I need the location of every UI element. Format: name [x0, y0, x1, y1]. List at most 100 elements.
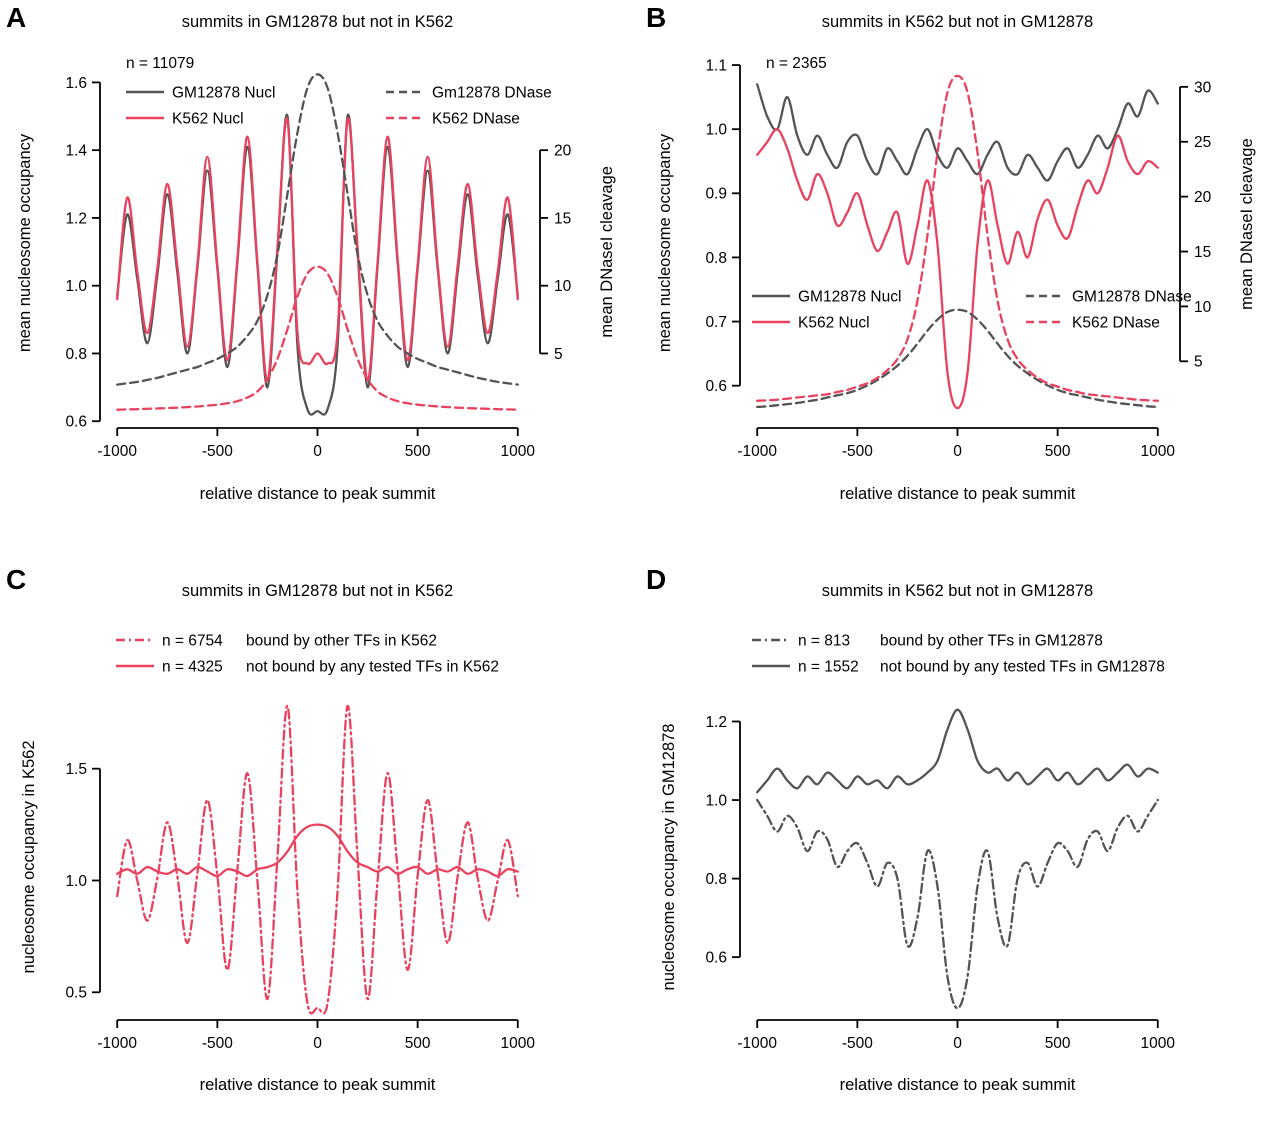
y2-tick-label: 20 — [1194, 189, 1212, 206]
y-tick-label: 0.9 — [705, 186, 727, 203]
y-tick-label: 0.7 — [705, 314, 727, 331]
panel-C: C summits in GM12878 but not in K562 -100… — [0, 562, 640, 1124]
x-tick-label: 500 — [405, 1035, 431, 1052]
series-bound-by-other-tfs-in-gm12878 — [756, 798, 1159, 1010]
y-tick-label: 0.6 — [65, 414, 87, 431]
x-tick-label: -1000 — [97, 443, 137, 460]
y-axis-title: mean nucleosome occupancy — [16, 133, 34, 352]
y-tick-label: 1.2 — [65, 210, 87, 227]
x-tick-label: -500 — [202, 443, 233, 460]
n-count-label: n = 2365 — [766, 55, 827, 72]
panel-title: summits in GM12878 but not in K562 — [182, 582, 453, 600]
y-tick-label: 1.1 — [705, 57, 727, 74]
panel-letter-D: D — [646, 564, 667, 595]
x-tick-label: -500 — [842, 1035, 873, 1052]
y2-tick-label: 25 — [1194, 134, 1211, 151]
series-k562-nucl — [116, 117, 519, 382]
x-tick-label: -500 — [842, 443, 873, 460]
panel-title: summits in GM12878 but not in K562 — [182, 13, 453, 31]
plot-B: summits in K562 but not in GM12878 -1000 -… — [656, 13, 1256, 503]
y2-tick-label: 20 — [554, 143, 572, 160]
y2-tick-label: 5 — [1194, 354, 1203, 371]
series-not-bound-by-any-tested-tfs-in-gm12878 — [756, 708, 1159, 794]
legend-n-label: n = 813 — [798, 633, 850, 650]
x-tick-label: -1000 — [737, 1035, 777, 1052]
panel-A: A summits in GM12878 but not in K562 -100… — [0, 0, 640, 562]
y2-axis-title: mean DNaseI cleavage — [598, 166, 616, 338]
y2-tick-label: 10 — [1194, 299, 1212, 316]
legend-label: not bound by any tested TFs in GM12878 — [880, 659, 1165, 676]
series-k562-dnase — [116, 265, 519, 411]
x-tick-label: 1000 — [1141, 1035, 1176, 1052]
x-axis-title: relative distance to peak summit — [840, 485, 1076, 503]
y-tick-label: 0.6 — [705, 378, 727, 395]
n-count-label: n = 11079 — [126, 55, 194, 72]
legend-label: Gm12878 DNase — [432, 85, 552, 102]
series-gm12878-nucl — [756, 83, 1159, 182]
x-axis-title: relative distance to peak summit — [840, 1076, 1076, 1094]
y-tick-label: 1.6 — [65, 75, 87, 92]
panel-D: D summits in K562 but not in GM12878 -100… — [640, 562, 1280, 1124]
y2-axis-title: mean DNaseI cleavage — [1238, 138, 1256, 310]
legend-n-label: n = 1552 — [798, 659, 859, 676]
x-tick-label: 1000 — [501, 1035, 536, 1052]
x-tick-label: 0 — [953, 1035, 962, 1052]
x-tick-label: -1000 — [737, 443, 777, 460]
y2-tick-label: 15 — [554, 210, 571, 227]
legend-label: K562 Nucl — [172, 111, 244, 128]
legend-label: bound by other TFs in GM12878 — [880, 633, 1103, 650]
y-tick-label: 1.4 — [65, 143, 87, 160]
legend-n-label: n = 6754 — [162, 633, 223, 650]
y-tick-label: 0.5 — [65, 985, 87, 1002]
y-axis-title: mean nucleosome occupancy — [656, 133, 674, 352]
y2-tick-label: 10 — [554, 278, 572, 295]
y-axis-title: nucleosome occupancy in K562 — [20, 741, 38, 974]
x-tick-label: 500 — [1045, 443, 1071, 460]
x-tick-label: -500 — [202, 1035, 233, 1052]
y-tick-label: 1.0 — [705, 792, 727, 809]
y2-tick-label: 15 — [1194, 244, 1211, 261]
y-tick-label: 1.0 — [65, 873, 87, 890]
x-tick-label: 0 — [953, 443, 962, 460]
y-tick-label: 1.0 — [705, 122, 727, 139]
series-k562-dnase — [756, 74, 1159, 402]
x-axis-title: relative distance to peak summit — [200, 485, 436, 503]
y-tick-label: 0.8 — [65, 346, 87, 363]
panel-letter-B: B — [646, 2, 667, 33]
x-tick-label: 1000 — [1141, 443, 1176, 460]
plot-A: summits in GM12878 but not in K562 -1000 -… — [16, 13, 616, 503]
x-tick-label: 0 — [313, 1035, 322, 1052]
legend-label: K562 DNase — [1072, 315, 1160, 332]
x-tick-label: 500 — [405, 443, 431, 460]
legend-label: GM12878 Nucl — [798, 289, 901, 306]
series-gm12878-nucl — [116, 113, 519, 416]
panel-title: summits in K562 but not in GM12878 — [822, 582, 1093, 600]
panel-letter-A: A — [6, 2, 27, 33]
plot-C: summits in GM12878 but not in K562 -1000 -… — [20, 582, 536, 1094]
x-tick-label: 1000 — [501, 443, 536, 460]
x-tick-label: -1000 — [97, 1035, 137, 1052]
legend-label: GM12878 Nucl — [172, 85, 275, 102]
plot-D: summits in K562 but not in GM12878 -1000 -… — [660, 582, 1176, 1094]
y-tick-label: 1.2 — [705, 714, 727, 731]
series-k562-nucl — [756, 128, 1159, 410]
x-axis-title: relative distance to peak summit — [200, 1076, 436, 1094]
series-not-bound-by-any-tested-tfs-in-k562 — [116, 823, 519, 878]
legend-label: bound by other TFs in K562 — [246, 633, 437, 650]
panel-title: summits in K562 but not in GM12878 — [822, 13, 1093, 31]
legend-n-label: n = 4325 — [162, 659, 223, 676]
y-tick-label: 1.0 — [65, 278, 87, 295]
legend-label: K562 Nucl — [798, 315, 870, 332]
legend-label: not bound by any tested TFs in K562 — [246, 659, 499, 676]
series-gm12878-dnase — [116, 73, 519, 386]
legend-label: GM12878 DNase — [1072, 289, 1192, 306]
y-tick-label: 0.8 — [705, 250, 727, 267]
x-tick-label: 0 — [313, 443, 322, 460]
x-tick-label: 500 — [1045, 1035, 1071, 1052]
legend-label: K562 DNase — [432, 111, 520, 128]
series-bound-by-other-tfs-in-k562 — [116, 704, 519, 1015]
y-tick-label: 0.8 — [705, 871, 727, 888]
y-tick-label: 0.6 — [705, 950, 727, 967]
y-axis-title: nucleosome occupancy in GM12878 — [660, 724, 678, 991]
